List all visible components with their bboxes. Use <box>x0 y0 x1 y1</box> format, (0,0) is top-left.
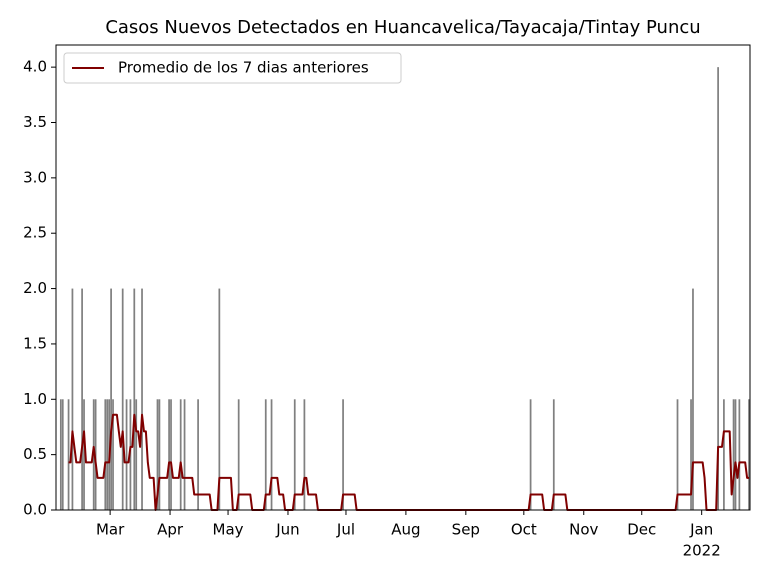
x-tick-label: Nov <box>569 521 598 539</box>
bar <box>270 399 273 510</box>
bar <box>81 288 83 510</box>
bar <box>738 399 741 510</box>
y-tick-label: 3.0 <box>23 168 47 186</box>
bar <box>104 399 107 510</box>
bar <box>529 399 532 510</box>
y-tick-label: 2.5 <box>23 224 47 242</box>
bar <box>342 399 344 510</box>
legend-box <box>63 52 402 84</box>
bar <box>676 399 679 510</box>
bar <box>732 399 735 510</box>
bar <box>135 399 138 510</box>
bar <box>168 399 170 510</box>
bar <box>67 399 70 510</box>
y-tick-label: 0.0 <box>23 501 47 519</box>
axes-frame <box>55 44 751 511</box>
x-tick-label: Oct <box>511 521 537 539</box>
bar <box>303 399 306 510</box>
bar <box>179 399 182 510</box>
bar <box>717 67 719 511</box>
bar <box>121 288 124 510</box>
bar <box>218 288 221 510</box>
bar <box>552 399 555 510</box>
x-year-label: 2022 <box>683 542 721 560</box>
y-tick-label: 0.5 <box>23 445 47 463</box>
x-tick-label: Dec <box>627 521 656 539</box>
bar <box>83 399 85 510</box>
bar <box>71 288 74 510</box>
bar <box>170 399 172 510</box>
bar <box>61 399 64 510</box>
y-tick-label: 1.0 <box>23 390 47 408</box>
y-tick-label: 1.5 <box>23 334 47 352</box>
bar <box>156 399 159 510</box>
bar <box>125 399 128 510</box>
bar <box>734 399 737 510</box>
bar <box>690 399 692 510</box>
bar <box>197 399 199 510</box>
bar <box>133 288 136 510</box>
x-tick-label: May <box>213 521 244 539</box>
bar <box>158 399 161 510</box>
y-tick-label: 3.5 <box>23 113 47 131</box>
bar <box>112 399 114 510</box>
x-tick-label: Mar <box>96 521 125 539</box>
chart-title: Casos Nuevos Detectados en Huancavelica/… <box>105 17 700 38</box>
bar <box>183 399 186 510</box>
x-tick-label: Aug <box>391 521 420 539</box>
y-tick-label: 4.0 <box>23 58 47 76</box>
bar <box>264 399 267 510</box>
y-tick-label: 2.0 <box>23 279 47 297</box>
bar <box>110 288 112 510</box>
bar <box>237 399 240 510</box>
bar <box>59 399 62 510</box>
x-tick-label: Apr <box>157 521 184 539</box>
bar <box>692 288 694 510</box>
bar <box>748 399 750 510</box>
bar <box>723 399 725 510</box>
x-tick-label: Jul <box>336 521 355 539</box>
bar <box>293 399 296 510</box>
bar <box>141 288 143 510</box>
x-tick-label: Jan <box>689 521 713 539</box>
bar <box>106 399 109 510</box>
x-tick-label: Jun <box>275 521 299 539</box>
legend-label: Promedio de los 7 dias anteriores <box>118 59 369 77</box>
x-tick-label: Sep <box>452 521 480 539</box>
